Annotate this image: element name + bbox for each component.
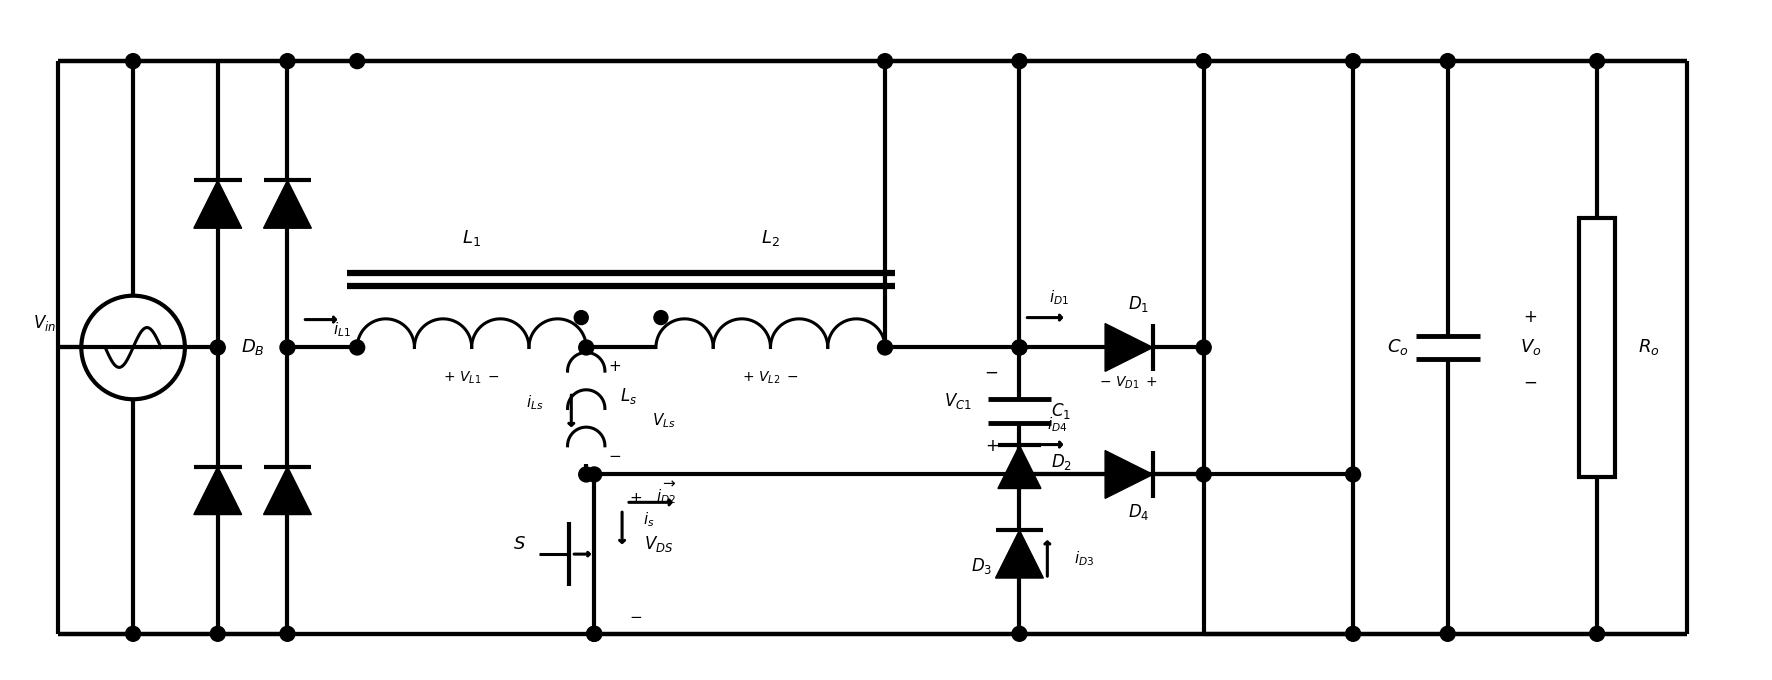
Text: $i_{D4}$: $i_{D4}$	[1047, 415, 1067, 434]
Text: $D_B$: $D_B$	[241, 337, 264, 358]
Polygon shape	[1106, 451, 1154, 498]
Polygon shape	[996, 530, 1044, 578]
Text: $C_o$: $C_o$	[1387, 337, 1409, 358]
Circle shape	[349, 340, 365, 355]
Polygon shape	[264, 466, 312, 515]
Circle shape	[1012, 340, 1028, 355]
Circle shape	[280, 340, 294, 355]
Circle shape	[1196, 340, 1212, 355]
Circle shape	[1012, 626, 1028, 641]
Text: $C_1$: $C_1$	[1051, 401, 1072, 421]
Polygon shape	[193, 466, 241, 515]
Text: $-\ V_{D1}\ +$: $-\ V_{D1}\ +$	[1099, 374, 1159, 390]
Bar	[1579, 218, 1614, 477]
Text: $R_o$: $R_o$	[1637, 337, 1660, 358]
Text: $i_{Ls}$: $i_{Ls}$	[526, 393, 544, 411]
Circle shape	[1441, 626, 1455, 641]
Polygon shape	[1106, 324, 1154, 371]
Text: $i_{D1}$: $i_{D1}$	[1049, 288, 1069, 307]
Text: $+\ V_{L1}\ -$: $+\ V_{L1}\ -$	[443, 369, 500, 386]
Polygon shape	[264, 180, 312, 228]
Circle shape	[1196, 467, 1212, 482]
Circle shape	[1196, 54, 1212, 69]
Text: $+$: $+$	[608, 360, 620, 375]
Circle shape	[1012, 467, 1028, 482]
Circle shape	[587, 626, 602, 641]
Text: $D_4$: $D_4$	[1129, 503, 1150, 522]
Circle shape	[574, 311, 588, 324]
Text: $S$: $S$	[514, 535, 526, 553]
Text: $i_s$: $i_s$	[643, 510, 654, 528]
Circle shape	[1589, 626, 1605, 641]
Circle shape	[280, 626, 294, 641]
Text: $D_1$: $D_1$	[1129, 294, 1150, 313]
Text: $D_2$: $D_2$	[1051, 452, 1072, 472]
Circle shape	[211, 626, 225, 641]
Circle shape	[654, 311, 668, 324]
Circle shape	[1345, 626, 1361, 641]
Circle shape	[877, 54, 893, 69]
Circle shape	[587, 626, 602, 641]
Circle shape	[1441, 54, 1455, 69]
Text: $V_o$: $V_o$	[1520, 337, 1542, 358]
Text: $L_2$: $L_2$	[762, 228, 780, 248]
Text: $i_{D3}$: $i_{D3}$	[1074, 549, 1095, 568]
Circle shape	[1589, 54, 1605, 69]
Text: $+\ V_{L2}\ -$: $+\ V_{L2}\ -$	[742, 369, 799, 386]
Text: $+$: $+$	[985, 438, 999, 455]
Text: $-$: $-$	[629, 609, 643, 623]
Circle shape	[126, 54, 140, 69]
Circle shape	[1012, 340, 1028, 355]
Text: $\overrightarrow{i_{D2}}$: $\overrightarrow{i_{D2}}$	[656, 479, 675, 506]
Text: $-$: $-$	[608, 447, 620, 462]
Text: $L_1$: $L_1$	[462, 228, 482, 248]
Text: $V_{C1}$: $V_{C1}$	[944, 391, 971, 411]
Text: $-$: $-$	[1524, 374, 1538, 391]
Circle shape	[877, 340, 893, 355]
Text: $V_{in}$: $V_{in}$	[34, 313, 57, 333]
Circle shape	[587, 467, 602, 482]
Circle shape	[1012, 54, 1028, 69]
Circle shape	[211, 340, 225, 355]
Circle shape	[349, 54, 365, 69]
Circle shape	[579, 467, 594, 482]
Circle shape	[1345, 467, 1361, 482]
Text: $+$: $+$	[629, 492, 643, 507]
Text: $D_3$: $D_3$	[971, 556, 992, 576]
Text: $V_{Ls}$: $V_{Ls}$	[652, 411, 675, 430]
Polygon shape	[193, 180, 241, 228]
Text: $V_{DS}$: $V_{DS}$	[645, 534, 673, 554]
Text: $L_s$: $L_s$	[620, 386, 636, 406]
Circle shape	[280, 54, 294, 69]
Circle shape	[1345, 54, 1361, 69]
Text: $+$: $+$	[1524, 309, 1538, 326]
Circle shape	[126, 626, 140, 641]
Polygon shape	[998, 445, 1040, 488]
Text: $-$: $-$	[985, 364, 999, 381]
Text: $i_{L1}$: $i_{L1}$	[333, 320, 351, 339]
Circle shape	[579, 340, 594, 355]
